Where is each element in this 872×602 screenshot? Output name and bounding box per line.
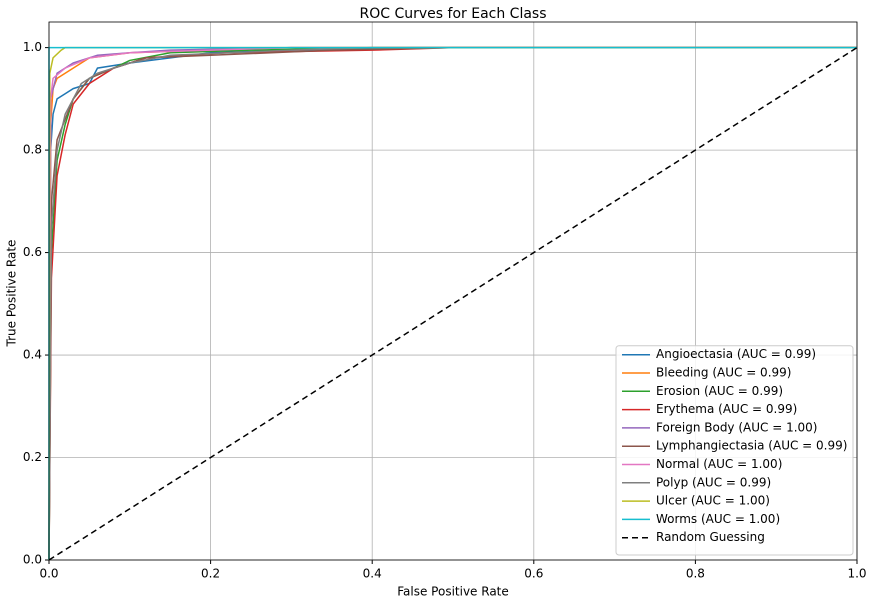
roc-line xyxy=(48,46,857,561)
plot-frame xyxy=(48,21,858,561)
legend-label: Polyp (AUC = 0.99) xyxy=(656,475,771,489)
legend-label: Foreign Body (AUC = 1.00) xyxy=(656,420,817,434)
x-tick-label: 0.2 xyxy=(201,567,220,581)
chart-title: ROC Curves for Each Class xyxy=(360,6,547,22)
y-tick-label: 0.0 xyxy=(23,553,42,567)
legend-box xyxy=(615,345,854,556)
x-tick-label: 0.0 xyxy=(39,567,58,581)
x-axis-label: False Positive Rate xyxy=(397,585,509,599)
x-tick-label: 0.8 xyxy=(686,567,705,581)
legend-label: Random Guessing xyxy=(656,530,765,544)
y-tick-label: 0.6 xyxy=(23,245,42,259)
legend-label: Erosion (AUC = 0.99) xyxy=(656,384,783,398)
x-tick-label: 1.0 xyxy=(847,567,866,581)
x-tick-label: 0.6 xyxy=(524,567,543,581)
legend-label: Normal (AUC = 1.00) xyxy=(656,457,782,471)
legend-label: Worms (AUC = 1.00) xyxy=(656,512,780,526)
legend-label: Angioectasia (AUC = 0.99) xyxy=(656,347,816,361)
y-tick-label: 0.2 xyxy=(23,450,42,464)
legend-label: Bleeding (AUC = 0.99) xyxy=(656,366,791,380)
legend-label: Lymphangiectasia (AUC = 0.99) xyxy=(656,439,847,453)
y-tick-label: 1.0 xyxy=(23,40,42,54)
legend-label: Erythema (AUC = 0.99) xyxy=(656,402,797,416)
roc-line xyxy=(48,46,857,561)
y-axis-label: True Positive Rate xyxy=(5,240,19,348)
legend-label: Ulcer (AUC = 1.00) xyxy=(656,494,770,508)
x-tick-label: 0.4 xyxy=(363,567,382,581)
y-tick-label: 0.8 xyxy=(23,143,42,157)
y-tick-label: 0.4 xyxy=(23,348,42,362)
